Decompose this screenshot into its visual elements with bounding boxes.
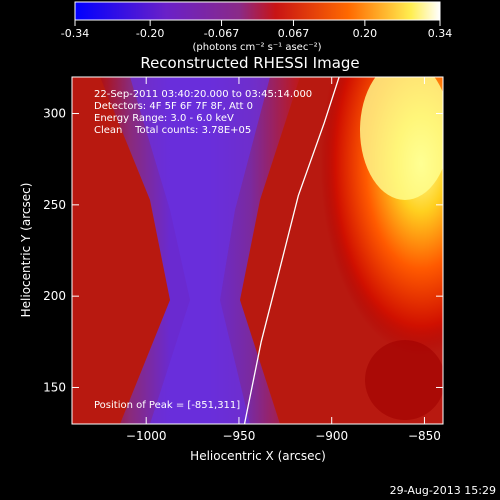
solar-limb-curve <box>243 77 340 424</box>
colorbar-tick-label: 0.067 <box>278 27 310 40</box>
heatmap-lower-red <box>365 340 443 420</box>
y-tick-label: 150 <box>43 380 66 394</box>
heatmap-blue-core <box>130 77 270 424</box>
y-axis-ticks: 150 200 250 300 <box>43 107 443 394</box>
x-axis-label: Heliocentric X (arcsec) <box>190 449 326 463</box>
colorbar-tick-label: -0.067 <box>204 27 239 40</box>
colorbar-ticks: -0.34 -0.20 -0.067 0.067 0.20 0.34 <box>61 20 452 40</box>
energy-range-annotation: Energy Range: 3.0 - 6.0 keV <box>94 113 234 124</box>
y-tick-label: 250 <box>43 198 66 212</box>
y-axis-label: Heliocentric Y (arcsec) <box>19 183 33 318</box>
colorbar-tick-label: 0.20 <box>353 27 378 40</box>
y-tick-label: 300 <box>43 107 66 121</box>
peak-position-annotation: Position of Peak = [-851,311] <box>94 400 240 411</box>
x-tick-label: −950 <box>222 429 255 443</box>
detectors-annotation: Detectors: 4F 5F 6F 7F 8F, Att 0 <box>94 101 253 112</box>
clean-counts-annotation: Clean Total counts: 3.78E+05 <box>94 125 251 136</box>
plot-frame <box>71 76 444 425</box>
colorbar-tick-label: -0.34 <box>61 27 89 40</box>
x-axis-ticks: −1000 −950 −900 −850 <box>126 77 441 443</box>
heatmap-image <box>72 77 443 424</box>
x-tick-label: −900 <box>315 429 348 443</box>
x-tick-label: −1000 <box>126 429 167 443</box>
colorbar-tick-label: -0.20 <box>136 27 164 40</box>
time-range-annotation: 22-Sep-2011 03:40:20.000 to 03:45:14.000 <box>94 89 312 100</box>
colorbar: -0.34 -0.20 -0.067 0.067 0.20 0.34 (photons c… <box>61 1 452 53</box>
heatmap-peak <box>360 77 443 200</box>
x-tick-label: −850 <box>408 429 441 443</box>
chart-title: Reconstructed RHESSI Image <box>140 54 359 72</box>
footer-timestamp: 29-Aug-2013 15:29 <box>390 484 496 497</box>
y-tick-label: 200 <box>43 289 66 303</box>
colorbar-tick-label: 0.34 <box>428 27 453 40</box>
colorbar-gradient <box>74 1 441 21</box>
colorbar-unit-label: (photons cm⁻² s⁻¹ asec⁻²) <box>192 42 321 53</box>
